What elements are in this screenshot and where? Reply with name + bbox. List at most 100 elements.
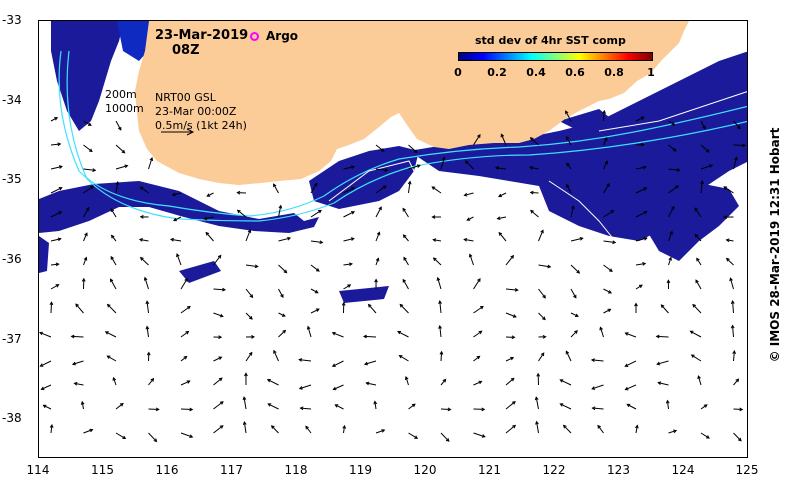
current-vector-arrowhead bbox=[305, 425, 309, 430]
current-vector-arrowhead bbox=[643, 236, 648, 241]
current-vector-arrow bbox=[700, 432, 710, 439]
current-vector-arrow bbox=[603, 308, 611, 314]
current-vector-arrow bbox=[668, 231, 673, 242]
current-vector-arrow bbox=[505, 255, 514, 266]
current-vector-arrow bbox=[433, 239, 442, 242]
current-vector-arrowhead bbox=[247, 228, 252, 233]
current-vector-arrow bbox=[473, 355, 480, 362]
current-vector-arrow bbox=[635, 116, 645, 122]
current-vector-arrowhead bbox=[689, 330, 694, 335]
current-vector-arrow bbox=[397, 331, 409, 338]
current-vector-arrowhead bbox=[608, 268, 613, 272]
current-vector-arrow bbox=[115, 120, 122, 131]
current-vector-arrow bbox=[439, 301, 442, 314]
current-vector-arrowhead bbox=[218, 356, 223, 360]
current-vector-arrow bbox=[237, 209, 247, 218]
current-vector-arrowhead bbox=[702, 125, 706, 130]
current-vector-arrowhead bbox=[735, 378, 740, 383]
current-vector-arrowhead bbox=[332, 386, 337, 391]
current-vector-arrowhead bbox=[73, 381, 78, 386]
current-vector-arrow bbox=[148, 157, 153, 170]
current-vector-arrowhead bbox=[350, 165, 355, 170]
current-vector-arrowhead bbox=[57, 237, 62, 242]
current-vector-arrowhead bbox=[251, 335, 256, 339]
current-vector-arrowhead bbox=[218, 335, 223, 340]
map-panel bbox=[38, 20, 748, 458]
current-vector-arrowhead bbox=[298, 358, 303, 362]
current-vector-arrowhead bbox=[402, 207, 406, 212]
current-vector-arrowhead bbox=[189, 434, 194, 438]
current-vector-arrowhead bbox=[57, 142, 62, 147]
current-vector-arrow bbox=[81, 401, 84, 410]
current-vector-arrow bbox=[625, 384, 637, 391]
current-vector-arrowhead bbox=[70, 334, 75, 339]
current-vector-arrow bbox=[343, 263, 353, 266]
current-vector-arrowhead bbox=[104, 331, 109, 335]
current-vector-arrow bbox=[733, 144, 746, 147]
y-tick-label: -34 bbox=[2, 92, 22, 107]
current-vector-arrow bbox=[440, 379, 446, 386]
current-vector-arrow bbox=[366, 382, 377, 386]
current-vector-arrowhead bbox=[676, 168, 681, 172]
current-vector-arrowhead bbox=[665, 399, 670, 404]
y-tick-label: -36 bbox=[2, 251, 22, 266]
current-vector-arrow bbox=[431, 186, 442, 194]
current-vector-arrowhead bbox=[565, 110, 569, 115]
current-vector-arrow bbox=[180, 408, 193, 411]
current-vector-arrowhead bbox=[608, 290, 613, 294]
colorbar-tick-label: 0.2 bbox=[487, 66, 507, 79]
current-vector-arrow bbox=[666, 400, 669, 410]
current-vector-arrowhead bbox=[219, 313, 224, 318]
current-vector-arrowhead bbox=[334, 404, 339, 408]
sst-patch-small-3 bbox=[559, 109, 614, 131]
current-vector-arrow bbox=[635, 263, 646, 266]
current-vector-arrowhead bbox=[500, 133, 505, 138]
current-vector-arrow bbox=[668, 185, 679, 194]
current-vector-arrowhead bbox=[481, 407, 486, 412]
current-vector-arrow bbox=[267, 403, 279, 410]
current-vector-arrow bbox=[140, 186, 149, 194]
current-vector-arrowhead bbox=[282, 329, 287, 334]
current-vector-arrow bbox=[505, 288, 518, 291]
current-vector-arrow bbox=[408, 403, 416, 410]
current-vector-arrow bbox=[405, 376, 409, 386]
current-vector-arrow bbox=[656, 335, 669, 338]
y-tick-label: -38 bbox=[2, 411, 22, 426]
current-vector-arrowhead bbox=[219, 401, 224, 405]
current-vector-arrowhead bbox=[477, 278, 481, 282]
colorbar-title: std dev of 4hr SST comp bbox=[475, 34, 626, 47]
current-vector-arrowhead bbox=[591, 386, 596, 390]
current-vector-arrowhead bbox=[672, 147, 677, 152]
current-vector-arrow bbox=[603, 137, 608, 146]
current-vector-arrow bbox=[71, 335, 84, 338]
current-vector-arrowhead bbox=[599, 326, 603, 331]
current-vector-arrow bbox=[343, 237, 354, 242]
current-vector-arrow bbox=[599, 327, 604, 338]
current-vector-arrow bbox=[473, 306, 484, 314]
current-vector-arrowhead bbox=[122, 435, 127, 440]
current-vector-arrowhead bbox=[590, 358, 595, 363]
current-vector-arrow bbox=[180, 356, 187, 362]
sst-patch-small-2 bbox=[339, 286, 389, 303]
current-vector-arrow bbox=[278, 205, 282, 218]
current-vector-arrow bbox=[500, 134, 507, 146]
current-vector-arrow bbox=[668, 430, 677, 434]
current-vector-arrowhead bbox=[397, 330, 402, 335]
current-vector-arrowhead bbox=[362, 334, 367, 339]
current-vector-arrowhead bbox=[342, 424, 347, 429]
current-vector-arrowhead bbox=[668, 256, 672, 261]
current-vector-arrow bbox=[375, 258, 379, 266]
map-canvas bbox=[39, 21, 747, 443]
current-vector-arrow bbox=[180, 380, 190, 386]
current-vector-arrowhead bbox=[145, 325, 150, 330]
current-vector-arrowhead bbox=[432, 257, 437, 262]
current-vector-arrow bbox=[597, 425, 604, 434]
current-vector-arrowhead bbox=[729, 277, 733, 282]
current-vector-arrow bbox=[473, 380, 482, 386]
current-vector-arrow bbox=[115, 165, 128, 170]
current-vector-arrowhead bbox=[700, 180, 704, 185]
current-vector-arrowhead bbox=[511, 335, 516, 340]
current-vector-arrow bbox=[343, 166, 355, 170]
current-vector-arrowhead bbox=[281, 313, 286, 317]
front-line-3 bbox=[598, 91, 747, 132]
